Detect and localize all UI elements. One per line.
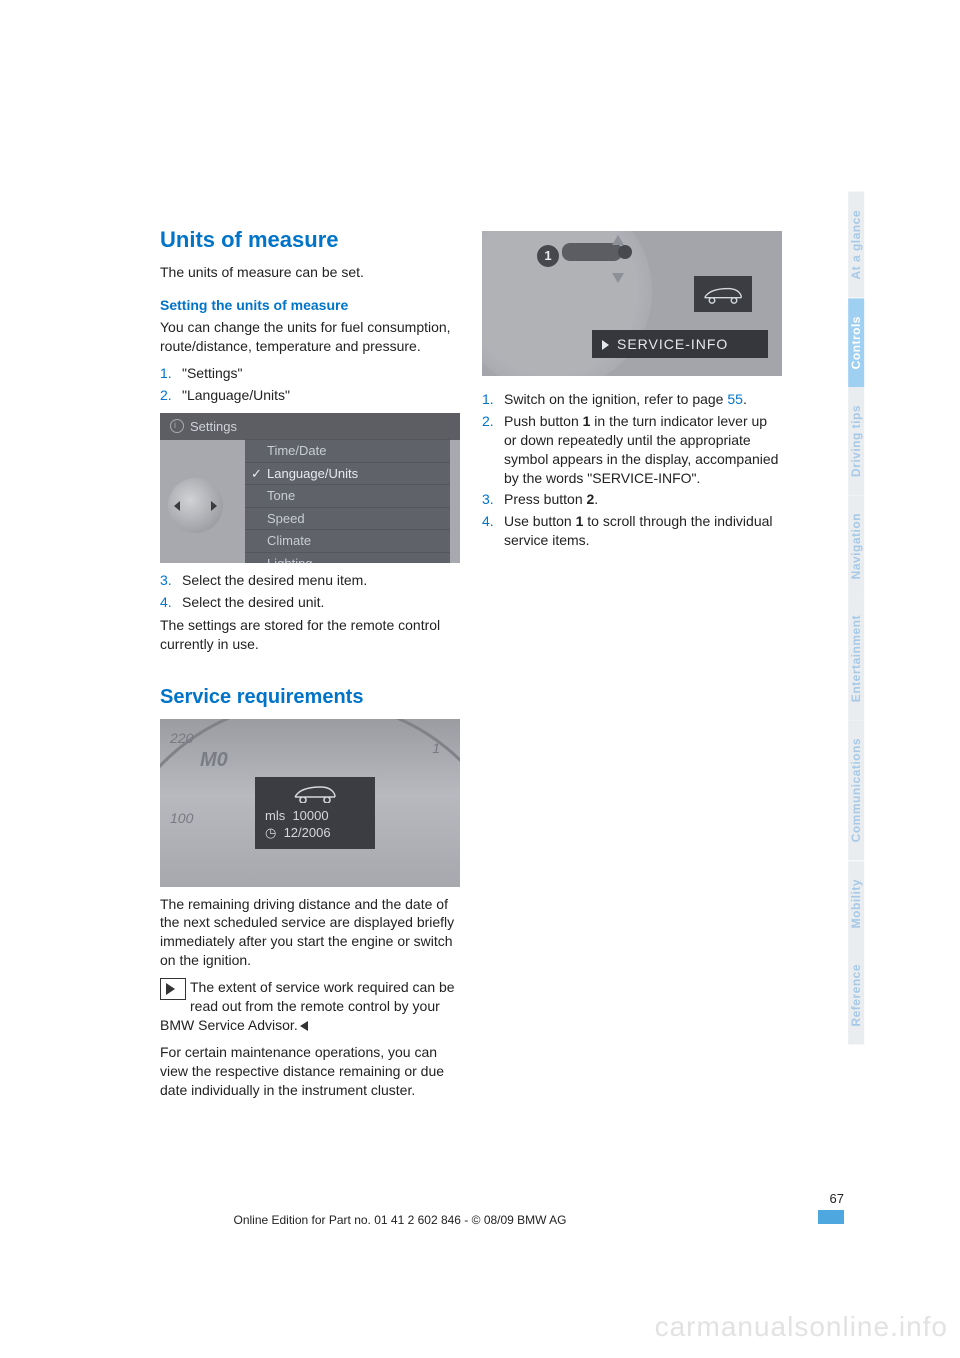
tab-at-a-glance[interactable]: At a glance — [848, 192, 864, 298]
car-icon — [291, 783, 339, 803]
step-text-a: Use button — [504, 513, 576, 529]
left-column: Units of measure The units of measure ca… — [160, 225, 460, 1108]
subheading-setting-units: Setting the units of measure — [160, 296, 460, 315]
cluster-line1: mls 10000 — [265, 807, 365, 825]
step-number: 3. — [160, 571, 172, 590]
service-display-desc: The remaining driving distance and the d… — [160, 895, 460, 971]
steps-settings: 1. "Settings" 2. "Language/Units" — [160, 364, 460, 405]
cluster-line2: ◷ 12/2006 — [265, 824, 365, 842]
steps-after-figure: 3. Select the desired menu item. 4. Select… — [160, 571, 460, 612]
step-1: 1. "Settings" — [160, 364, 460, 383]
page-number-bar — [818, 1210, 844, 1224]
step-2: 2. "Language/Units" — [160, 386, 460, 405]
note-icon — [160, 978, 186, 1000]
step-number: 4. — [482, 512, 494, 531]
step-text: Select the desired unit. — [182, 594, 324, 610]
figure-settings-menu: Settings Time/Date ✓ Language/Units Tone … — [160, 413, 460, 563]
step-number: 4. — [160, 593, 172, 612]
page-number-block: 67 — [818, 1190, 844, 1224]
settings-screen-title: Settings — [160, 413, 460, 440]
intro-text: The units of measure can be set. — [160, 263, 460, 282]
tab-reference[interactable]: Reference — [848, 946, 864, 1045]
info-icon — [170, 419, 184, 433]
watermark: carmanualsonline.info — [655, 1308, 948, 1346]
step-text-c: . — [594, 491, 598, 507]
step-3: 3.Press button 2. — [482, 490, 782, 509]
menu-item-lighting: Lighting — [245, 552, 450, 563]
figure-service-info: 1 SERVICE-INFO — [482, 231, 782, 376]
menu-item-label: Language/Units — [267, 466, 358, 481]
step-text: Select the desired menu item. — [182, 572, 367, 588]
tab-entertainment[interactable]: Entertainment — [848, 597, 864, 720]
tab-mobility[interactable]: Mobility — [848, 861, 864, 946]
cluster-value: 10000 — [292, 808, 328, 823]
settings-menu-list: Time/Date ✓ Language/Units Tone Speed Cli… — [245, 439, 450, 563]
settings-title-text: Settings — [190, 419, 237, 434]
cluster-unit: mls — [265, 808, 285, 823]
tab-communications[interactable]: Communications — [848, 720, 864, 860]
step-4: 4. Select the desired unit. — [160, 593, 460, 612]
page-number: 67 — [818, 1190, 844, 1208]
heading-service-requirements: Service requirements — [160, 684, 460, 711]
check-icon: ✓ — [251, 465, 262, 483]
gauge-scale-220: 220 — [170, 729, 193, 748]
tab-driving-tips[interactable]: Driving tips — [848, 387, 864, 495]
service-info-steps: 1.Switch on the ignition, refer to page … — [482, 390, 782, 550]
arrow-up-icon — [612, 235, 624, 245]
arrow-down-icon — [612, 273, 624, 283]
menu-item-speed: Speed — [245, 507, 450, 530]
step-number: 1. — [482, 390, 494, 409]
service-advisor-note: The extent of service work required can … — [160, 978, 460, 1035]
menu-item-climate: Climate — [245, 529, 450, 552]
gauge-scale-1: 1 — [432, 739, 440, 758]
remote-control-note: The settings are stored for the remote c… — [160, 616, 460, 654]
maintenance-desc: For certain maintenance operations, you … — [160, 1043, 460, 1100]
turn-indicator-stalk — [562, 243, 622, 261]
cluster-car-box — [694, 276, 752, 312]
step-number: 3. — [482, 490, 494, 509]
step-number: 1. — [160, 364, 172, 383]
step-text: "Settings" — [182, 365, 243, 381]
menu-item-tone: Tone — [245, 484, 450, 507]
page-ref-55: 55 — [727, 391, 743, 407]
service-info-label: SERVICE-INFO — [617, 336, 728, 352]
step-2: 2.Push button 1 in the turn indicator le… — [482, 412, 782, 488]
idrive-knob-icon — [168, 478, 223, 533]
step-1: 1.Switch on the ignition, refer to page … — [482, 390, 782, 409]
step-4: 4.Use button 1 to scroll through the ind… — [482, 512, 782, 550]
play-icon — [602, 340, 609, 350]
step-number: 2. — [160, 386, 172, 405]
service-info-band: SERVICE-INFO — [592, 330, 768, 358]
tab-controls[interactable]: Controls — [848, 298, 864, 387]
right-column: 1 SERVICE-INFO 1. Switch on the ignition,… — [482, 225, 782, 554]
section-tabs: At a glance Controls Driving tips Naviga… — [848, 192, 880, 1045]
menu-item-language-units: ✓ Language/Units — [245, 462, 450, 485]
step-text-c: . — [743, 391, 747, 407]
page-content: Units of measure The units of measure ca… — [160, 225, 790, 1108]
setting-units-desc: You can change the units for fuel consum… — [160, 318, 460, 356]
cluster-date: 12/2006 — [284, 825, 331, 840]
gauge-scale-100: 100 — [170, 809, 193, 828]
callout-button-1: 1 — [537, 245, 559, 267]
clock-icon: ◷ — [265, 825, 276, 840]
gauge-label-m0: M0 — [200, 747, 228, 774]
car-icon — [701, 283, 745, 305]
cluster-info-box: mls 10000 ◷ 12/2006 — [255, 777, 375, 849]
step-text-a: Press button — [504, 491, 587, 507]
step-text: "Language/Units" — [182, 387, 290, 403]
step-text-a: Switch on the ignition, refer to page — [504, 391, 727, 407]
step-text-a: Push button — [504, 413, 583, 429]
footer-text: Online Edition for Part no. 01 41 2 602 … — [0, 1212, 800, 1228]
figure-instrument-cluster: 220 100 1 M0 mls 10000 ◷ 12/2006 — [160, 719, 460, 887]
menu-item-time-date: Time/Date — [245, 439, 450, 462]
note-end-icon — [300, 1021, 308, 1031]
step-3: 3. Select the desired menu item. — [160, 571, 460, 590]
tab-navigation[interactable]: Navigation — [848, 495, 864, 597]
step-number: 2. — [482, 412, 494, 431]
heading-units-of-measure: Units of measure — [160, 225, 460, 255]
